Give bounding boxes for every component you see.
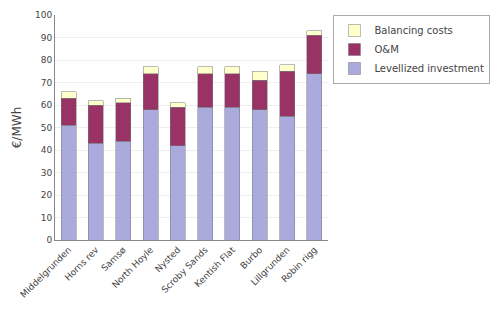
svg-text:Horns rev: Horns rev	[63, 244, 101, 282]
svg-text:100: 100	[35, 10, 52, 20]
svg-text:60: 60	[41, 100, 53, 110]
svg-text:Robin rigg: Robin rigg	[280, 245, 319, 284]
svg-text:Kentish Flat: Kentish Flat	[193, 244, 238, 289]
svg-text:70: 70	[41, 78, 53, 88]
svg-text:30: 30	[41, 168, 53, 178]
svg-text:20: 20	[41, 190, 53, 200]
svg-text:Balancing costs: Balancing costs	[374, 25, 452, 36]
svg-text:Middelgrunden: Middelgrunden	[18, 245, 73, 300]
svg-text:Nysted: Nysted	[153, 245, 182, 274]
svg-text:80: 80	[41, 55, 53, 65]
svg-text:90: 90	[41, 33, 53, 43]
svg-text:Burbo: Burbo	[238, 244, 264, 270]
svg-text:0: 0	[46, 235, 52, 245]
svg-text:O&M: O&M	[374, 44, 398, 55]
svg-text:50: 50	[41, 123, 53, 133]
svg-text:€/MWh: €/MWh	[10, 107, 24, 149]
svg-text:Scroby Sands: Scroby Sands	[160, 245, 210, 295]
svg-text:10: 10	[41, 213, 53, 223]
svg-text:Levellized investment: Levellized investment	[374, 63, 483, 74]
svg-text:40: 40	[41, 145, 53, 155]
svg-text:Samsø: Samsø	[99, 244, 128, 273]
svg-text:Lillgrunden: Lillgrunden	[249, 245, 292, 288]
svg-text:North Hoyle: North Hoyle	[110, 244, 155, 289]
